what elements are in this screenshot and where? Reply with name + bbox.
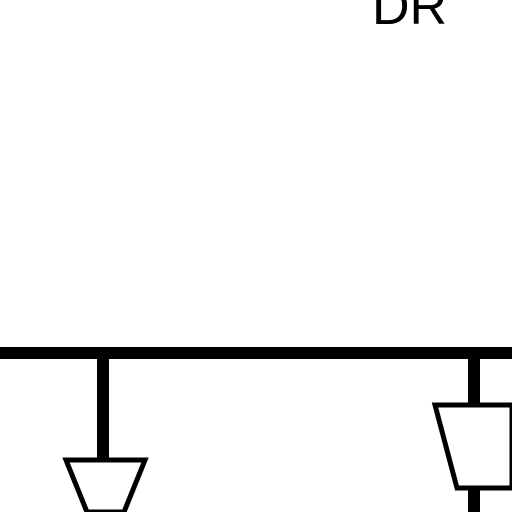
right-trapezoid-symbol <box>431 402 512 491</box>
left-trapezoid-symbol <box>62 457 149 512</box>
top-label: DR <box>372 0 447 36</box>
